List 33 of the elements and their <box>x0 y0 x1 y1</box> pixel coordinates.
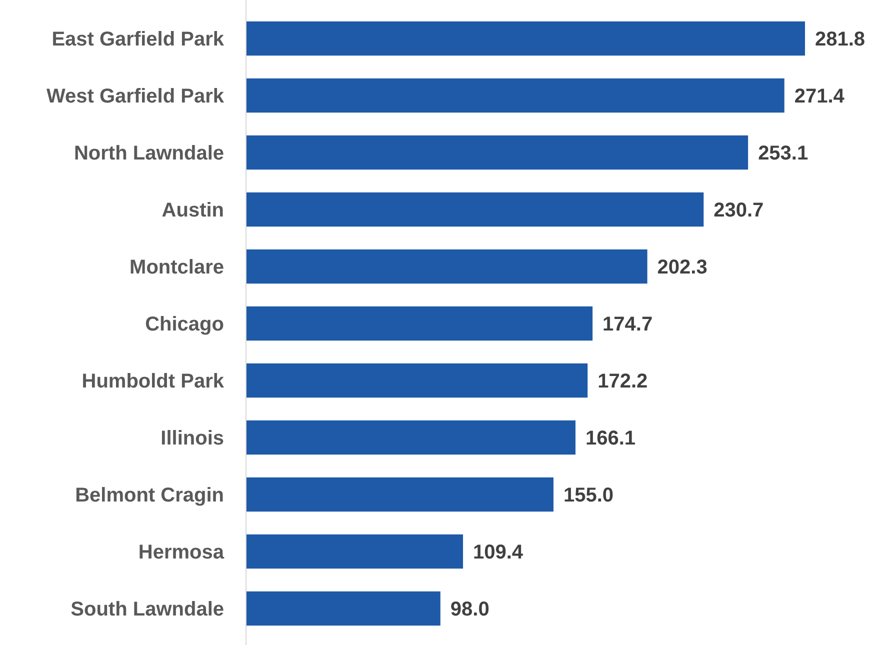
bar <box>246 249 648 284</box>
y-tick-label: Humboldt Park <box>82 370 225 392</box>
bar <box>246 363 588 398</box>
bar <box>246 420 576 455</box>
y-tick-label: Hermosa <box>138 542 225 564</box>
bar <box>246 135 748 170</box>
data-label: 253.1 <box>758 142 808 164</box>
bar <box>246 591 440 626</box>
data-label: 172.2 <box>598 370 648 392</box>
y-tick-label: Illinois <box>160 428 224 450</box>
y-tick-label: South Lawndale <box>70 598 224 620</box>
data-label: 109.4 <box>473 542 524 564</box>
y-tick-label: East Garfield Park <box>52 28 225 50</box>
bar <box>246 534 464 569</box>
y-tick-label: North Lawndale <box>74 142 224 164</box>
y-tick-label: Chicago <box>145 314 224 336</box>
bar <box>246 477 554 512</box>
data-label: 281.8 <box>815 28 866 50</box>
bar <box>246 192 704 227</box>
data-label: 230.7 <box>714 200 764 222</box>
data-label: 174.7 <box>602 314 653 336</box>
y-tick-label: Montclare <box>130 256 224 278</box>
data-label: 98.0 <box>450 598 490 620</box>
y-tick-label: Austin <box>162 200 224 222</box>
y-tick-label: West Garfield Park <box>46 86 225 108</box>
data-label: 166.1 <box>585 428 636 450</box>
data-label: 271.4 <box>794 86 846 108</box>
data-label: 202.3 <box>657 256 708 278</box>
data-label: 155.0 <box>563 484 614 506</box>
bar <box>246 21 805 56</box>
y-tick-label: Belmont Cragin <box>75 484 224 506</box>
bar <box>246 306 593 341</box>
bar <box>246 78 784 113</box>
